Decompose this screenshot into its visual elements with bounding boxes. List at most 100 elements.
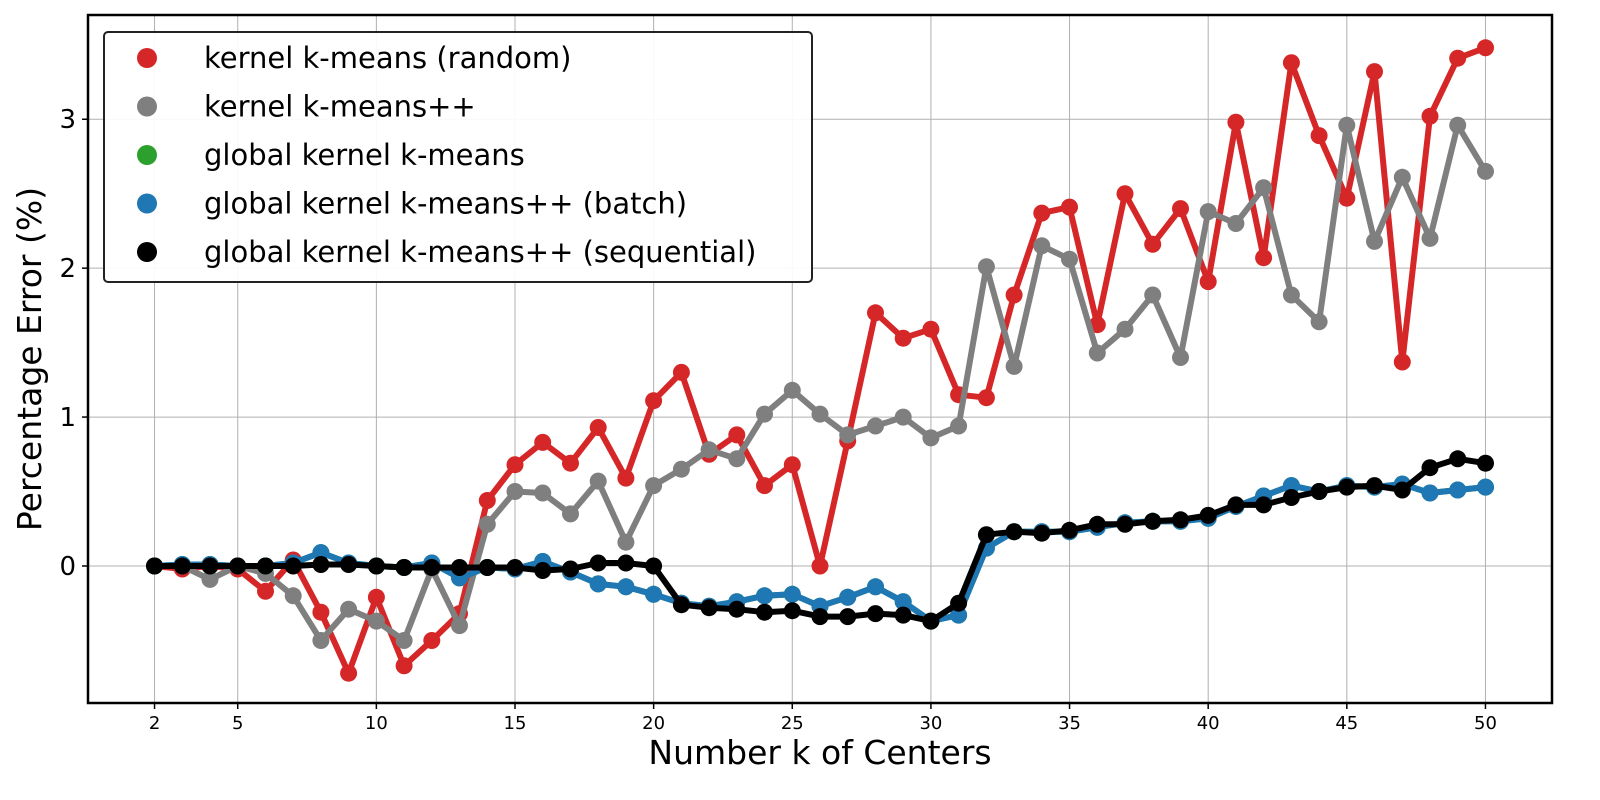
data-point xyxy=(922,320,940,338)
data-point xyxy=(312,556,330,573)
legend-marker xyxy=(137,96,157,117)
data-point xyxy=(700,441,718,459)
data-point xyxy=(1477,39,1494,57)
x-tick-label: 45 xyxy=(1335,713,1358,734)
data-point xyxy=(756,477,773,495)
data-point xyxy=(645,477,663,495)
legend-marker xyxy=(137,242,157,262)
data-point xyxy=(451,559,468,576)
data-point xyxy=(395,657,413,675)
data-point xyxy=(894,408,912,426)
data-point xyxy=(894,593,912,611)
y-tick-label: 2 xyxy=(59,254,76,284)
data-point xyxy=(839,608,857,626)
data-point xyxy=(811,557,829,575)
data-point xyxy=(1449,450,1467,468)
series-0 xyxy=(146,39,1494,682)
data-point xyxy=(728,600,746,618)
data-point xyxy=(257,557,274,575)
data-point xyxy=(367,557,385,575)
data-point xyxy=(1366,232,1383,250)
legend-label: global kernel k-means++ (batch) xyxy=(204,187,687,221)
data-point xyxy=(229,557,247,575)
data-point xyxy=(173,557,191,575)
data-point xyxy=(645,585,663,603)
y-tick-label: 1 xyxy=(59,403,76,433)
x-tick-label: 50 xyxy=(1474,713,1497,734)
x-tick-label: 5 xyxy=(232,713,243,734)
data-point xyxy=(1338,116,1356,134)
data-point xyxy=(950,594,968,612)
data-point xyxy=(1449,481,1467,499)
data-point xyxy=(562,560,579,578)
data-point xyxy=(1421,229,1439,247)
data-point xyxy=(506,483,524,500)
data-point xyxy=(284,587,302,605)
data-point xyxy=(1227,113,1245,131)
data-point xyxy=(1144,235,1162,253)
data-point xyxy=(867,578,884,596)
data-point xyxy=(1033,524,1051,542)
data-point xyxy=(645,557,663,575)
legend-label: kernel k-means++ xyxy=(204,90,476,124)
y-tick-label: 3 xyxy=(59,105,76,135)
legend-label: global kernel k-means xyxy=(204,138,525,172)
legend-marker xyxy=(137,145,157,165)
data-point xyxy=(1255,249,1273,267)
data-point xyxy=(1310,127,1328,145)
data-point xyxy=(1005,523,1023,541)
data-point xyxy=(1282,489,1300,506)
plot-frame xyxy=(86,13,1554,705)
data-point xyxy=(645,392,663,410)
data-point xyxy=(146,557,163,575)
data-point xyxy=(867,417,884,435)
data-point xyxy=(589,472,607,490)
data-point xyxy=(1005,357,1023,375)
data-point xyxy=(1282,54,1300,72)
data-point xyxy=(977,526,995,544)
data-point xyxy=(756,405,773,423)
data-point xyxy=(589,575,607,593)
data-point xyxy=(617,554,635,572)
data-point xyxy=(1116,185,1134,203)
data-point xyxy=(478,515,496,533)
data-point xyxy=(950,417,968,435)
data-point xyxy=(756,587,773,605)
data-point xyxy=(201,570,219,588)
data-point xyxy=(312,632,330,649)
data-point xyxy=(1477,454,1494,472)
data-point xyxy=(1033,204,1051,222)
data-point xyxy=(617,533,635,551)
data-point xyxy=(367,588,385,606)
data-point xyxy=(783,381,801,399)
data-point xyxy=(1477,478,1494,496)
data-point xyxy=(700,599,718,617)
data-point xyxy=(1116,320,1134,338)
data-point xyxy=(1338,478,1356,496)
data-point xyxy=(728,450,746,468)
x-tick-label: 35 xyxy=(1058,713,1081,734)
data-point xyxy=(1393,168,1411,186)
data-point xyxy=(977,258,995,276)
data-point xyxy=(1449,116,1467,134)
data-point xyxy=(589,554,607,572)
data-point xyxy=(1282,477,1300,495)
data-point xyxy=(867,304,884,322)
data-point xyxy=(257,582,274,600)
data-point xyxy=(1172,349,1189,366)
data-point xyxy=(534,484,552,502)
data-point xyxy=(617,469,635,487)
x-tick-label: 40 xyxy=(1197,713,1220,734)
data-point xyxy=(867,605,884,623)
x-tick-label: 20 xyxy=(642,713,665,734)
x-axis-label: Number k of Centers xyxy=(648,733,991,772)
data-point xyxy=(1033,237,1051,255)
data-point xyxy=(1366,477,1383,495)
data-point xyxy=(1227,496,1245,514)
data-point xyxy=(1338,189,1356,207)
data-point xyxy=(894,329,912,347)
data-point xyxy=(1393,353,1411,371)
data-point xyxy=(672,596,690,614)
